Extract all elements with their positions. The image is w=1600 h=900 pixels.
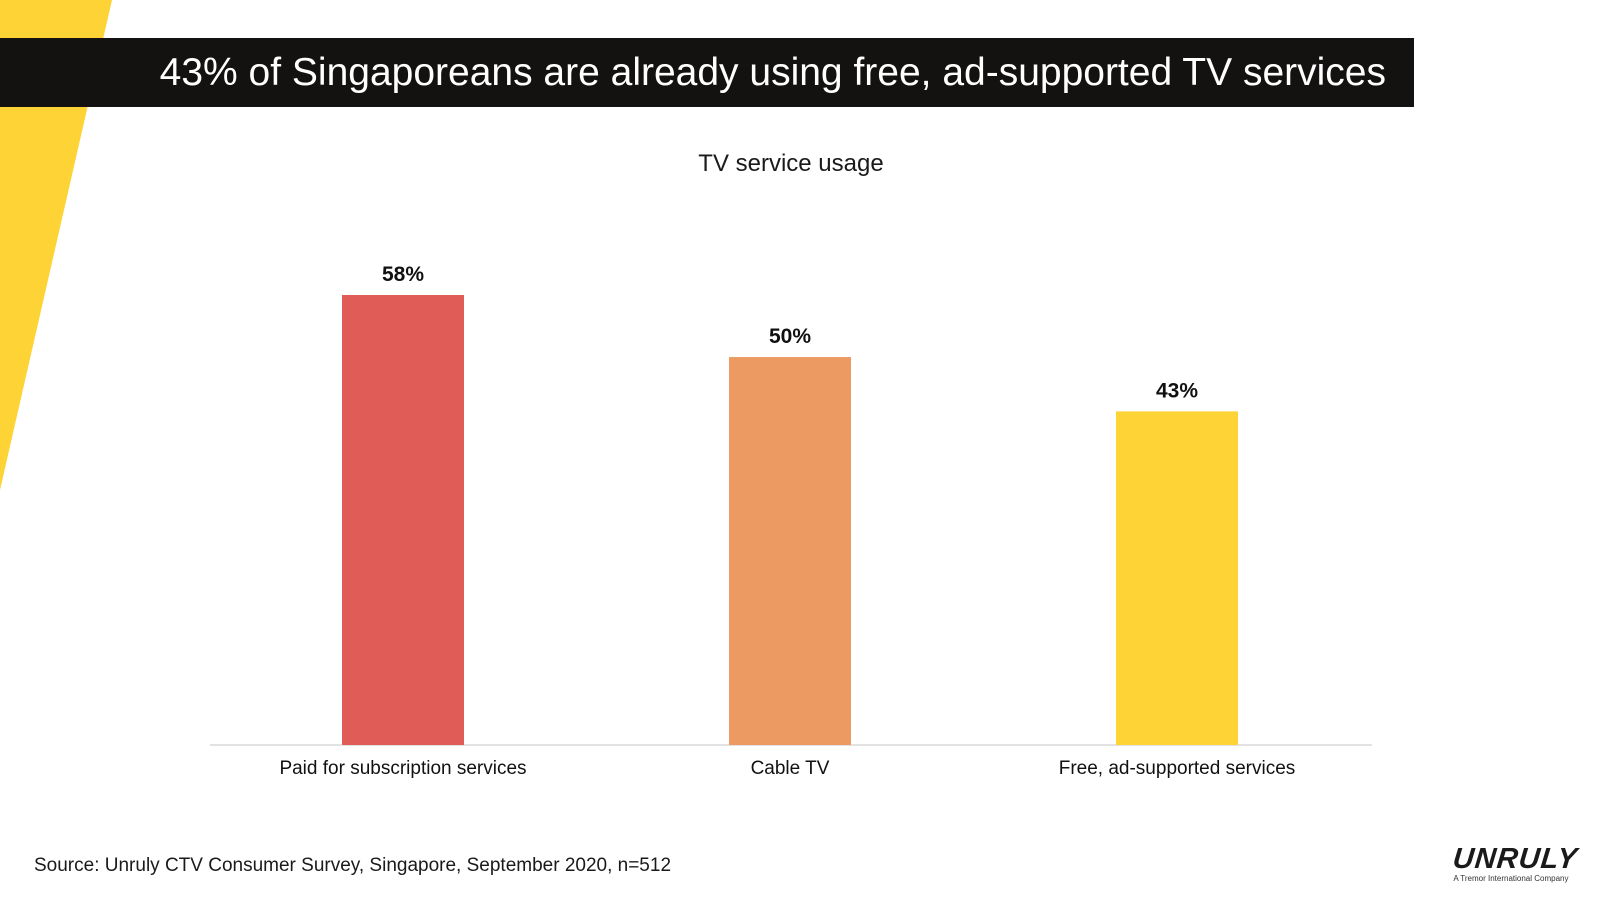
data-label-3: 43% [1156,379,1198,402]
chart-title: TV service usage [698,150,884,177]
bar-2 [729,357,851,745]
page-title: 43% of Singaporeans are already using fr… [159,50,1386,94]
bar-1 [342,295,464,745]
category-label-1: Paid for subscription services [279,758,526,779]
data-label-2: 50% [769,325,811,348]
yellow-accent-stripe [0,0,112,490]
data-label-1: 58% [382,263,424,286]
source-note: Source: Unruly CTV Consumer Survey, Sing… [34,855,672,876]
unruly-logo: UNRULY A Tremor International Company [1451,843,1580,884]
bar-3 [1116,411,1238,745]
title-bar: 43% of Singaporeans are already using fr… [0,38,1414,107]
logo-wordmark: UNRULY [1451,843,1580,875]
category-label-2: Cable TV [751,758,830,779]
logo-tagline: A Tremor International Company [1453,874,1569,883]
category-label-3: Free, ad-supported services [1059,758,1296,779]
